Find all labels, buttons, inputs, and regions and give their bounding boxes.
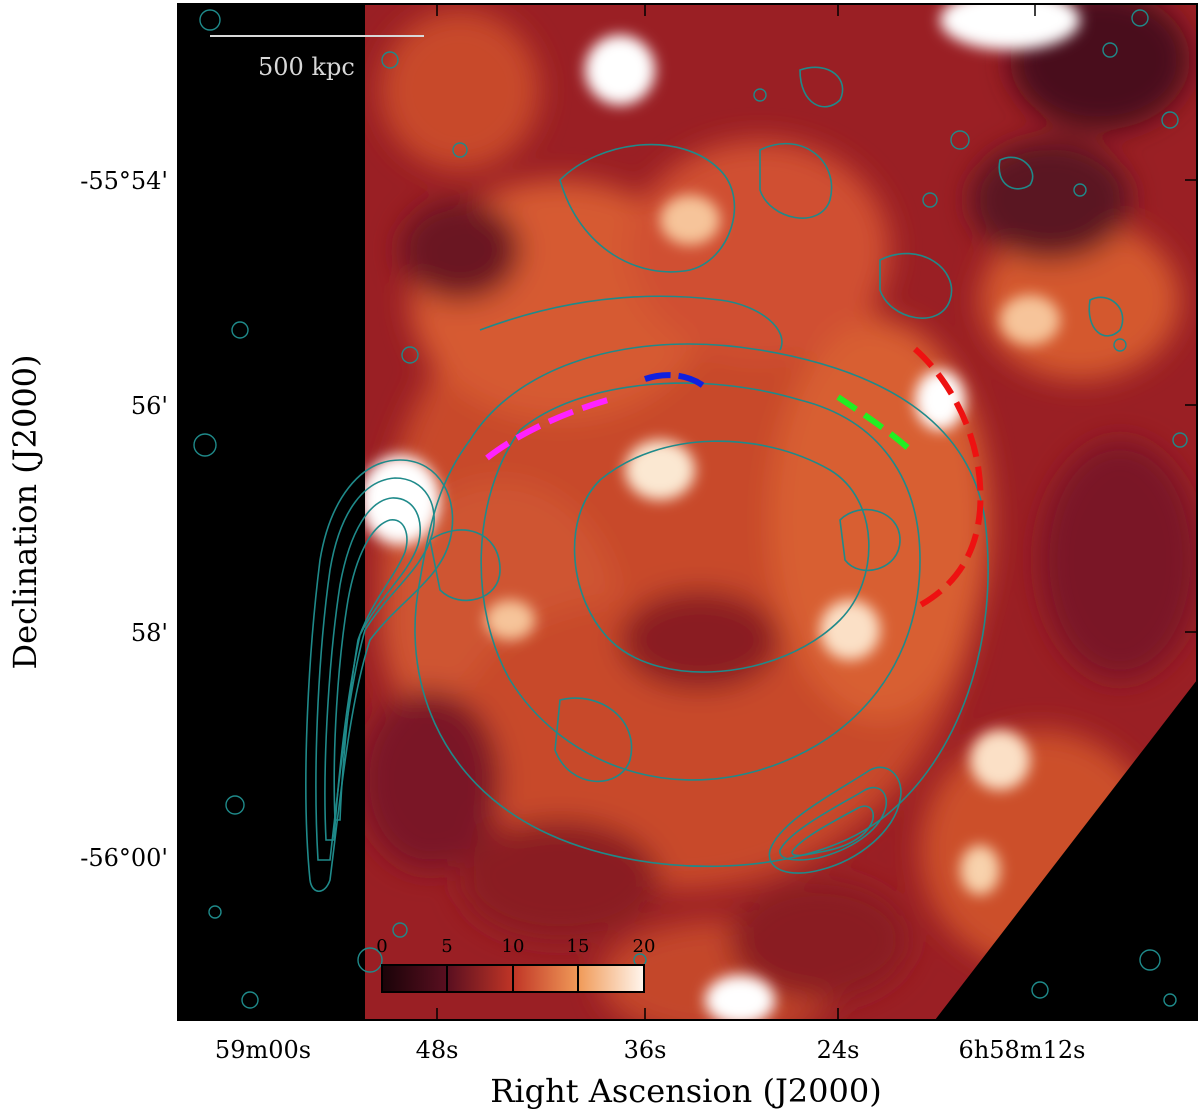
colorbar-tick-0: 0	[376, 936, 387, 957]
x-tick-6h58m12s: 6h58m12s	[959, 1036, 1086, 1064]
tick-marks	[178, 4, 1197, 1020]
dashed-arc-red	[913, 346, 984, 611]
y-tick-58: 58'	[131, 619, 168, 647]
x-axis-title: Right Ascension (J2000)	[490, 1072, 881, 1110]
dashed-arc-magenta	[485, 395, 616, 461]
contour-speckles	[193, 9, 1188, 1009]
colorbar-tick-10: 10	[502, 936, 525, 957]
colorbar-tick-5: 5	[441, 936, 452, 957]
y-tick-56: 56'	[131, 392, 168, 420]
x-tick-59m00s: 59m00s	[215, 1036, 311, 1064]
x-tick-36s: 36s	[624, 1036, 667, 1064]
dashed-arc-green	[836, 394, 910, 451]
y-axis-title: Declination (J2000)	[6, 354, 44, 669]
x-tick-48s: 48s	[416, 1036, 459, 1064]
plot-frame	[177, 3, 1198, 1021]
radio-contours	[414, 66, 1124, 868]
y-tick-56-00: -56°00'	[80, 844, 168, 872]
y-tick-55-54: -55°54'	[80, 167, 168, 195]
colorbar-tick-20: 20	[633, 936, 656, 957]
x-tick-24s: 24s	[817, 1036, 860, 1064]
scale-bar-label: 500 kpc	[258, 53, 355, 81]
xray-emission-map	[178, 4, 1197, 1020]
colorbar-tick-15: 15	[567, 936, 590, 957]
dashed-arc-blue	[644, 372, 708, 391]
relic-contours	[305, 459, 454, 893]
compact-source-contours	[768, 766, 902, 874]
colorbar: 0 5 10 15 20	[376, 936, 656, 993]
